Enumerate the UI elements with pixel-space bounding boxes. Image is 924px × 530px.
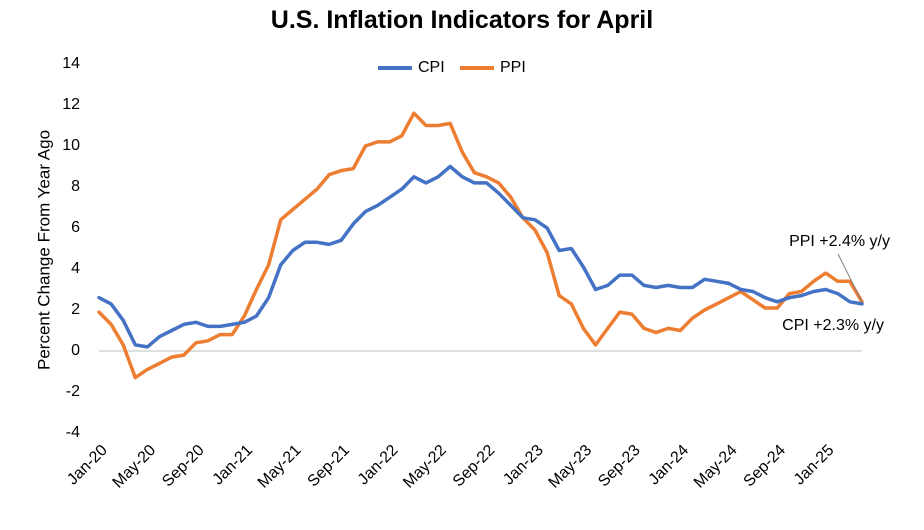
annotation-cpi: CPI +2.3% y/y — [782, 317, 884, 334]
legend-label-ppi: PPI — [500, 59, 526, 76]
y-tick-label: -2 — [66, 383, 80, 400]
x-tick-label: May-21 — [255, 442, 305, 492]
x-tick-label: Sep-24 — [741, 442, 790, 491]
y-tick-labels: -4 -2 0 2 4 6 8 10 12 14 — [62, 55, 80, 441]
y-tick-label: 8 — [71, 178, 80, 195]
annotations: PPI +2.4% y/y CPI +2.3% y/y — [782, 233, 890, 334]
x-tick-label: Sep-21 — [305, 442, 354, 491]
y-tick-label: 10 — [62, 137, 80, 154]
annotation-ppi: PPI +2.4% y/y — [789, 233, 890, 250]
x-tick-label: May-20 — [110, 442, 160, 492]
x-tick-label: Jan-23 — [500, 442, 547, 489]
x-tick-label: Sep-22 — [450, 442, 499, 491]
x-tick-label: Jan-22 — [355, 442, 402, 489]
x-tick-label: Jan-20 — [64, 442, 111, 489]
y-axis-label: Percent Change From Year Ago — [34, 130, 53, 370]
x-tick-label: Jan-25 — [791, 442, 838, 489]
x-tick-label: Jan-24 — [646, 442, 693, 489]
x-tick-label: Sep-23 — [595, 442, 644, 491]
y-tick-label: -4 — [66, 424, 80, 441]
y-axis-label-group: Percent Change From Year Ago — [34, 130, 53, 370]
x-tick-label: May-23 — [546, 442, 596, 492]
y-tick-label: 0 — [71, 342, 80, 359]
legend-label-cpi: CPI — [418, 59, 445, 76]
series-line-ppi — [97, 111, 864, 380]
x-tick-label: May-22 — [400, 442, 450, 492]
y-tick-label: 6 — [71, 219, 80, 236]
x-tick-label: Sep-20 — [159, 442, 208, 491]
chart-title: U.S. Inflation Indicators for April — [270, 6, 654, 34]
y-tick-label: 4 — [71, 260, 80, 277]
x-tick-label: Jan-21 — [210, 442, 257, 489]
annotation-ppi-leader — [837, 253, 863, 303]
series-layer — [97, 111, 864, 380]
x-tick-label: May-24 — [691, 442, 741, 492]
y-tick-label: 2 — [71, 301, 80, 318]
y-tick-label: 14 — [62, 55, 80, 72]
series-line-cpi — [97, 164, 864, 349]
legend: CPI PPI — [378, 59, 526, 76]
y-tick-label: 12 — [62, 96, 80, 113]
